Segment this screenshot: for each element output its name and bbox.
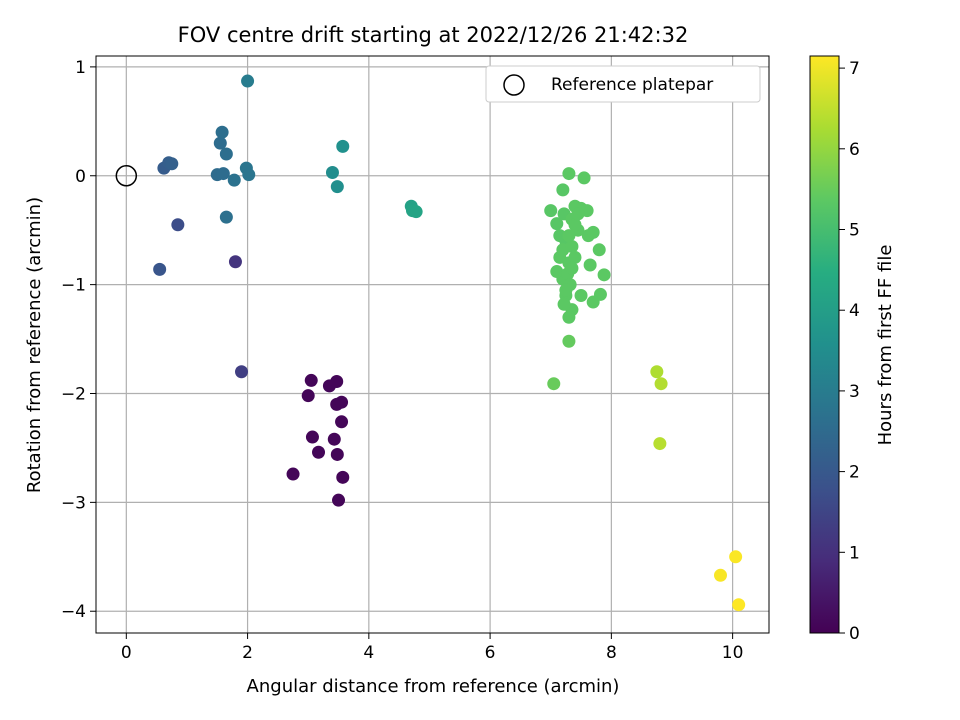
data-point [330,375,344,389]
x-ticks: 0 2 4 6 8 10 [121,633,744,663]
data-point [336,139,350,153]
data-point [556,183,570,197]
data-point [241,74,255,88]
reference-platepar-marker [115,165,138,187]
data-point [219,210,233,224]
colorbar-label: Hours from first FF file [875,245,896,446]
colorbar-tick-label: 7 [849,59,860,79]
data-point [215,125,229,139]
data-point [305,430,319,444]
data-point [574,289,588,303]
colorbar-tick-label: 0 [849,624,860,644]
data-point [235,365,249,379]
data-point [577,171,591,185]
grid [96,56,769,633]
data-point [547,377,561,391]
data-point [242,168,256,182]
legend-label: Reference platepar [551,75,713,95]
y-axis-label: Rotation from reference (arcmin) [24,197,45,493]
data-point [409,205,423,219]
data-point [729,550,743,564]
data-point [568,250,582,264]
data-points [153,74,746,612]
data-point [304,373,318,387]
y-tick-label: 0 [75,167,86,187]
data-point [325,165,339,179]
x-tick-label: 4 [363,643,374,663]
y-ticks: 1 0 −1 −2 −3 −4 [61,58,96,622]
data-point [732,598,746,612]
plot-frame [95,55,770,634]
y-tick-label: −1 [61,276,86,296]
data-point [565,261,579,275]
data-point [557,297,571,311]
x-tick-label: 6 [485,643,496,663]
data-point [562,334,576,348]
colorbar-tick-label: 2 [849,463,860,483]
colorbar-tick-label: 4 [849,301,860,321]
data-point [586,225,600,239]
x-tick-label: 0 [121,643,132,663]
data-point [654,377,668,391]
data-point [550,217,564,231]
colorbar [809,55,840,634]
x-tick-label: 10 [722,643,744,663]
data-point [562,167,576,181]
data-point [171,218,185,232]
data-point [592,243,606,257]
data-point [312,445,326,459]
legend: Reference platepar [485,65,761,103]
data-point [562,310,576,324]
colorbar-tick-label: 1 [849,543,860,563]
data-point [332,493,346,507]
legend-marker-circle [503,74,525,96]
data-point [550,265,564,279]
data-point [559,283,573,297]
data-point [335,415,349,429]
colorbar-tick-label: 6 [849,140,860,160]
y-tick-label: 1 [75,58,86,78]
data-point [544,204,558,218]
data-point [713,568,727,582]
data-point [165,157,179,171]
y-tick-label: −4 [61,602,86,622]
data-point [327,432,341,446]
data-point [330,180,344,194]
colorbar-tick-label: 5 [849,221,860,241]
data-point [571,207,585,221]
data-point [286,467,300,481]
data-point [653,437,667,451]
data-point [335,395,349,409]
data-point [562,229,576,243]
reference-marker [115,165,138,187]
data-point [565,240,579,254]
data-point [650,365,664,379]
data-point [583,258,597,272]
x-tick-label: 8 [606,643,617,663]
data-point [216,167,230,181]
data-point [586,295,600,309]
data-point [228,255,242,269]
data-point [301,389,315,403]
data-point [227,173,241,187]
x-axis-label: Angular distance from reference (arcmin) [247,676,620,697]
y-tick-label: −3 [61,493,86,513]
colorbar-ticks: 0 1 2 3 4 5 6 7 [839,59,860,644]
data-point [597,268,611,282]
data-point [330,447,344,461]
legend-box [485,65,761,103]
colorbar-tick-label: 3 [849,382,860,402]
data-point [153,262,167,276]
data-point [213,136,227,150]
y-tick-label: −2 [61,384,86,404]
data-point [568,218,582,232]
data-point [219,147,233,161]
x-tick-label: 2 [242,643,253,663]
data-point [336,470,350,484]
chart-title: FOV centre drift starting at 2022/12/26 … [178,23,689,47]
